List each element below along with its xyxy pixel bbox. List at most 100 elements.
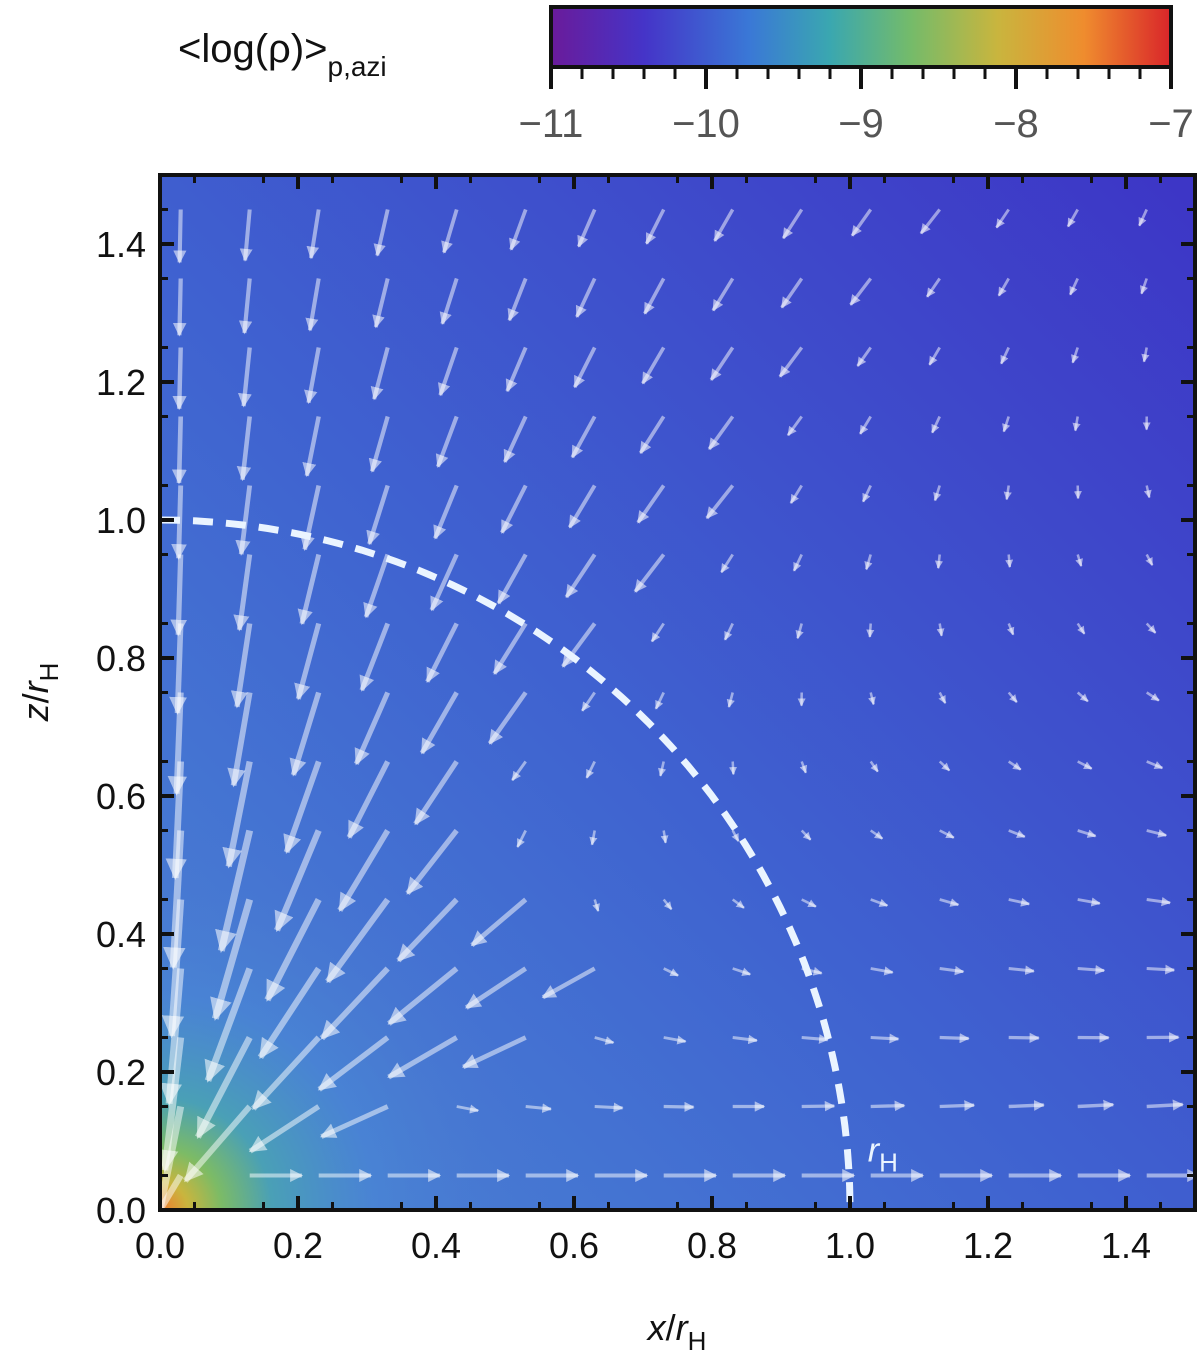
velocity-arrow	[264, 898, 322, 1002]
velocity-arrow	[1146, 829, 1168, 838]
velocity-arrow	[236, 416, 252, 482]
velocity-arrow	[1007, 760, 1022, 771]
velocity-arrow	[251, 1035, 321, 1111]
velocity-arrow	[870, 898, 889, 907]
velocity-arrow	[731, 829, 740, 842]
velocity-arrow	[933, 485, 942, 502]
velocity-arrow	[856, 346, 872, 367]
velocity-arrow	[930, 415, 941, 434]
velocity-arrow	[1068, 277, 1079, 296]
velocity-arrow	[713, 208, 735, 242]
velocity-arrow	[1006, 623, 1015, 636]
velocity-arrow	[850, 208, 873, 237]
velocity-arrow	[1008, 965, 1035, 976]
velocity-arrow	[723, 622, 734, 641]
velocity-arrow	[274, 829, 322, 933]
velocity-arrow	[435, 415, 459, 468]
velocity-arrow	[780, 277, 804, 309]
velocity-arrow	[464, 966, 528, 1010]
velocity-arrow	[575, 277, 597, 318]
velocity-arrow	[778, 346, 804, 378]
velocity-arrow	[939, 965, 965, 976]
velocity-arrow	[576, 208, 597, 248]
velocity-arrow	[319, 966, 390, 1041]
velocity-arrow	[1007, 691, 1018, 704]
velocity-arrow	[728, 761, 738, 776]
velocity-arrow	[709, 346, 735, 381]
velocity-arrow	[425, 622, 459, 684]
x-tick-label: 0.8	[687, 1225, 737, 1266]
velocity-arrow	[1008, 1099, 1045, 1111]
velocity-arrow	[633, 553, 666, 593]
velocity-arrow	[1005, 554, 1014, 568]
velocity-arrow	[1072, 416, 1081, 432]
velocity-arrow	[160, 1173, 184, 1210]
velocity-arrow	[1077, 760, 1093, 770]
velocity-arrow	[650, 622, 665, 643]
velocity-arrow	[172, 347, 187, 411]
velocity-arrow	[248, 1104, 321, 1154]
velocity-arrow	[373, 209, 390, 257]
velocity-arrow	[567, 484, 597, 529]
velocity-arrow	[337, 829, 391, 912]
y-axis-title: z/rH	[15, 663, 64, 723]
velocity-arrow	[505, 346, 528, 393]
velocity-arrow	[570, 415, 597, 459]
velocity-arrow	[237, 347, 252, 408]
velocity-arrow	[541, 966, 596, 1000]
velocity-arrow	[711, 277, 735, 312]
velocity-arrow	[496, 553, 528, 605]
colorbar-label: <log(ρ)>p,azi	[178, 27, 387, 82]
colorbar-ticks: −11 −10 −9 −8 −7	[519, 67, 1194, 146]
velocity-arrow	[870, 1033, 900, 1044]
velocity-arrow	[366, 484, 390, 546]
velocity-arrow	[801, 1100, 836, 1112]
velocity-arrow	[387, 966, 459, 1026]
colorbar: <log(ρ)>p,azi −11 −10 −9 −8 −7	[178, 5, 1194, 146]
velocity-arrow	[492, 622, 528, 675]
velocity-arrow	[939, 898, 960, 907]
velocity-arrow	[441, 208, 459, 254]
velocity-arrow	[870, 966, 894, 976]
velocity-arrow	[731, 898, 745, 909]
velocity-arrow	[919, 208, 941, 235]
velocity-arrow	[1146, 964, 1176, 975]
velocity-arrow	[997, 277, 1010, 297]
velocity-arrow	[413, 760, 459, 826]
velocity-arrow	[995, 208, 1010, 229]
velocity-arrow	[1076, 691, 1089, 703]
velocity-arrow	[368, 415, 390, 473]
velocity-arrow	[239, 209, 253, 262]
velocity-arrow	[938, 691, 947, 704]
velocity-arrow	[509, 208, 528, 251]
x-tick-label: 1.0	[825, 1225, 875, 1266]
colorbar-tick-label: −7	[1148, 102, 1194, 146]
y-tick-label: 0.2	[96, 1052, 146, 1093]
velocity-arrow	[396, 897, 459, 963]
velocity-arrow	[1077, 829, 1097, 838]
velocity-arrow	[1138, 208, 1148, 227]
hill-radius-annotation: rH	[868, 1132, 898, 1178]
velocity-arrow	[999, 346, 1010, 365]
velocity-arrow	[662, 898, 673, 911]
velocity-arrow	[317, 1035, 390, 1092]
velocity-arrow	[1077, 897, 1101, 907]
colorbar-tick-label: −8	[993, 102, 1039, 146]
velocity-arrow	[643, 277, 666, 315]
velocity-arrow	[594, 1036, 615, 1045]
velocity-arrow	[1002, 416, 1011, 433]
velocity-arrow	[325, 897, 391, 984]
velocity-arrow	[500, 484, 528, 534]
velocity-arrow	[297, 553, 322, 626]
velocity-arrow	[795, 623, 804, 640]
velocity-arrow	[638, 415, 666, 455]
velocity-arrow	[456, 1104, 480, 1114]
velocity-arrow	[564, 553, 597, 599]
velocity-arrow	[1077, 1099, 1115, 1111]
velocity-arrow	[183, 1104, 252, 1183]
velocity-arrow	[594, 1102, 624, 1113]
velocity-arrow	[235, 485, 253, 556]
velocity-arrow	[487, 691, 528, 745]
velocity-arrow	[172, 278, 187, 337]
